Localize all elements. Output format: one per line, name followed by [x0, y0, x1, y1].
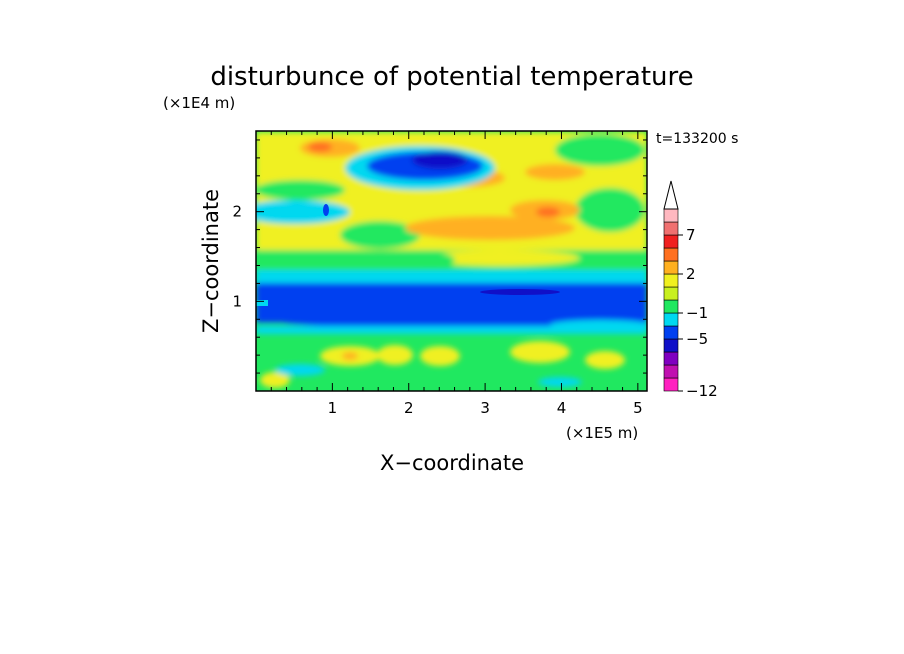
x-tick-label: 1: [328, 399, 338, 417]
warm-lower-3: [420, 346, 460, 366]
navy-streak: [480, 289, 560, 295]
colorbar-swatch: [663, 364, 679, 379]
x-tick-label: 3: [480, 399, 490, 417]
green-transition-patch: [405, 252, 455, 268]
cold-band-lower-edge: [280, 316, 620, 328]
contour-field: [256, 131, 647, 391]
navy-upper-cold: [412, 151, 468, 169]
warm-lower-4: [510, 341, 570, 363]
colorbar-swatch: [663, 351, 679, 366]
colorbar-swatch: [663, 299, 679, 314]
cyan-lower-1: [275, 364, 325, 376]
plot-frame: [255, 130, 648, 392]
colorbar-tick-labels: 7 2 −1 −5 −12: [686, 226, 718, 400]
colorbar-tick-label: −1: [686, 304, 708, 322]
time-label: t=133200 s: [656, 131, 738, 147]
red-core-right: [536, 207, 560, 217]
chart-title: disturbunce of potential temperature: [210, 62, 693, 92]
colorbar-extend-arrow: [663, 180, 679, 210]
colorbar-tick-label: 7: [686, 226, 696, 244]
cyan-transition: [256, 270, 647, 284]
green-patch-right: [575, 188, 645, 232]
x-axis-label: X−coordinate: [380, 451, 524, 475]
colorbar-tick-label: −5: [686, 330, 708, 348]
colorbar-swatch: [663, 338, 679, 353]
colorbar-tick-label: −12: [686, 382, 718, 400]
orange-core-mid: [405, 216, 575, 240]
cyan-lower-2: [538, 377, 582, 387]
warm-lower-2: [377, 345, 413, 365]
colorbar-swatch: [663, 312, 679, 327]
colorbar: [663, 180, 683, 392]
green-patch-upper-left: [256, 180, 345, 200]
yellow-transition-patch: [420, 250, 580, 266]
cyan-lower-edge-right: [550, 320, 647, 330]
colorbar-swatch: [663, 377, 679, 392]
cyan-lower-edge: [256, 326, 647, 334]
cold-band-notch-left: [256, 300, 268, 306]
colorbar-swatch: [663, 208, 679, 223]
x-scale-label: (×1E5 m): [566, 424, 638, 442]
x-tick-labels: 1 2 3 4 5: [328, 399, 643, 417]
colorbar-swatch: [663, 234, 679, 249]
warm-lower-6: [260, 372, 290, 388]
orange-lower: [342, 352, 358, 360]
x-tick-label: 2: [404, 399, 414, 417]
y-tick-label: 1: [232, 292, 242, 310]
colorbar-swatch: [663, 221, 679, 236]
x-ticks: [270, 131, 639, 391]
y-tick-label: 2: [232, 203, 242, 221]
y-scale-label: (×1E4 m): [163, 94, 235, 112]
y-axis-label: Z−coordinate: [199, 189, 223, 333]
red-core-top-left: [308, 142, 332, 152]
warm-lower-5: [585, 351, 625, 369]
colorbar-swatch: [663, 325, 679, 340]
x-tick-label: 4: [557, 399, 567, 417]
colorbar-swatch: [663, 260, 679, 275]
y-tick-labels: 12: [232, 203, 242, 311]
y-ticks: [256, 139, 647, 374]
green-patch-upper-mid: [340, 221, 420, 249]
x-tick-label: 5: [633, 399, 643, 417]
colorbar-swatch: [663, 247, 679, 262]
colorbar-swatch: [663, 273, 679, 288]
colorbar-tick-label: 2: [686, 265, 696, 283]
green-patch-top-right: [555, 134, 645, 166]
colorbar-swatch: [663, 286, 679, 301]
navy-speck: [323, 204, 329, 216]
orange-core-top-right: [525, 164, 585, 180]
